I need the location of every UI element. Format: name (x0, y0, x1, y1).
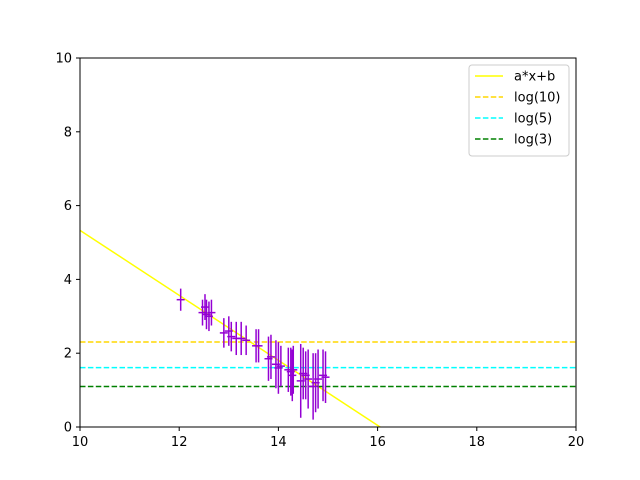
x-tick-label: 18 (469, 435, 486, 450)
y-tick-label: 4 (64, 273, 72, 288)
legend-box (468, 64, 570, 157)
y-tick-label: 0 (64, 421, 72, 436)
x-tick-label: 10 (72, 435, 89, 450)
plot-frame (79, 57, 577, 428)
y-tick-label: 6 (64, 199, 72, 214)
series-line-fit (80, 229, 381, 427)
y-tick-label: 8 (64, 125, 72, 140)
data-point (289, 345, 298, 394)
data-point (176, 288, 185, 311)
data-point (207, 299, 216, 326)
y-axis: 0 2 4 6 8 10 (55, 52, 80, 436)
x-tick-label: 16 (369, 435, 386, 450)
y-tick-label: 10 (55, 52, 72, 67)
data-point (237, 321, 246, 356)
data-point (314, 349, 323, 409)
data-point (219, 318, 228, 348)
legend: a*x+b log(10) log(5) log(3) (468, 64, 570, 157)
data-point (288, 349, 297, 402)
x-tick-label: 20 (568, 435, 585, 450)
series-layer (80, 229, 576, 427)
data-point (254, 329, 263, 363)
x-tick-label: 14 (270, 435, 287, 450)
y-tick-label: 2 (64, 347, 72, 362)
data-point (321, 351, 330, 404)
data-point (266, 334, 275, 380)
data-point (276, 345, 285, 387)
legend-label: log(3) (514, 133, 552, 148)
data-point (304, 349, 313, 409)
legend-label: a*x+b (514, 70, 555, 85)
errorbar-layer (176, 288, 330, 420)
data-point (242, 325, 251, 356)
x-tick-label: 12 (171, 435, 188, 450)
x-axis: 10 12 14 16 18 20 (72, 427, 585, 450)
legend-label: log(10) (514, 91, 561, 106)
legend-label: log(5) (514, 112, 552, 127)
data-point (227, 321, 236, 352)
